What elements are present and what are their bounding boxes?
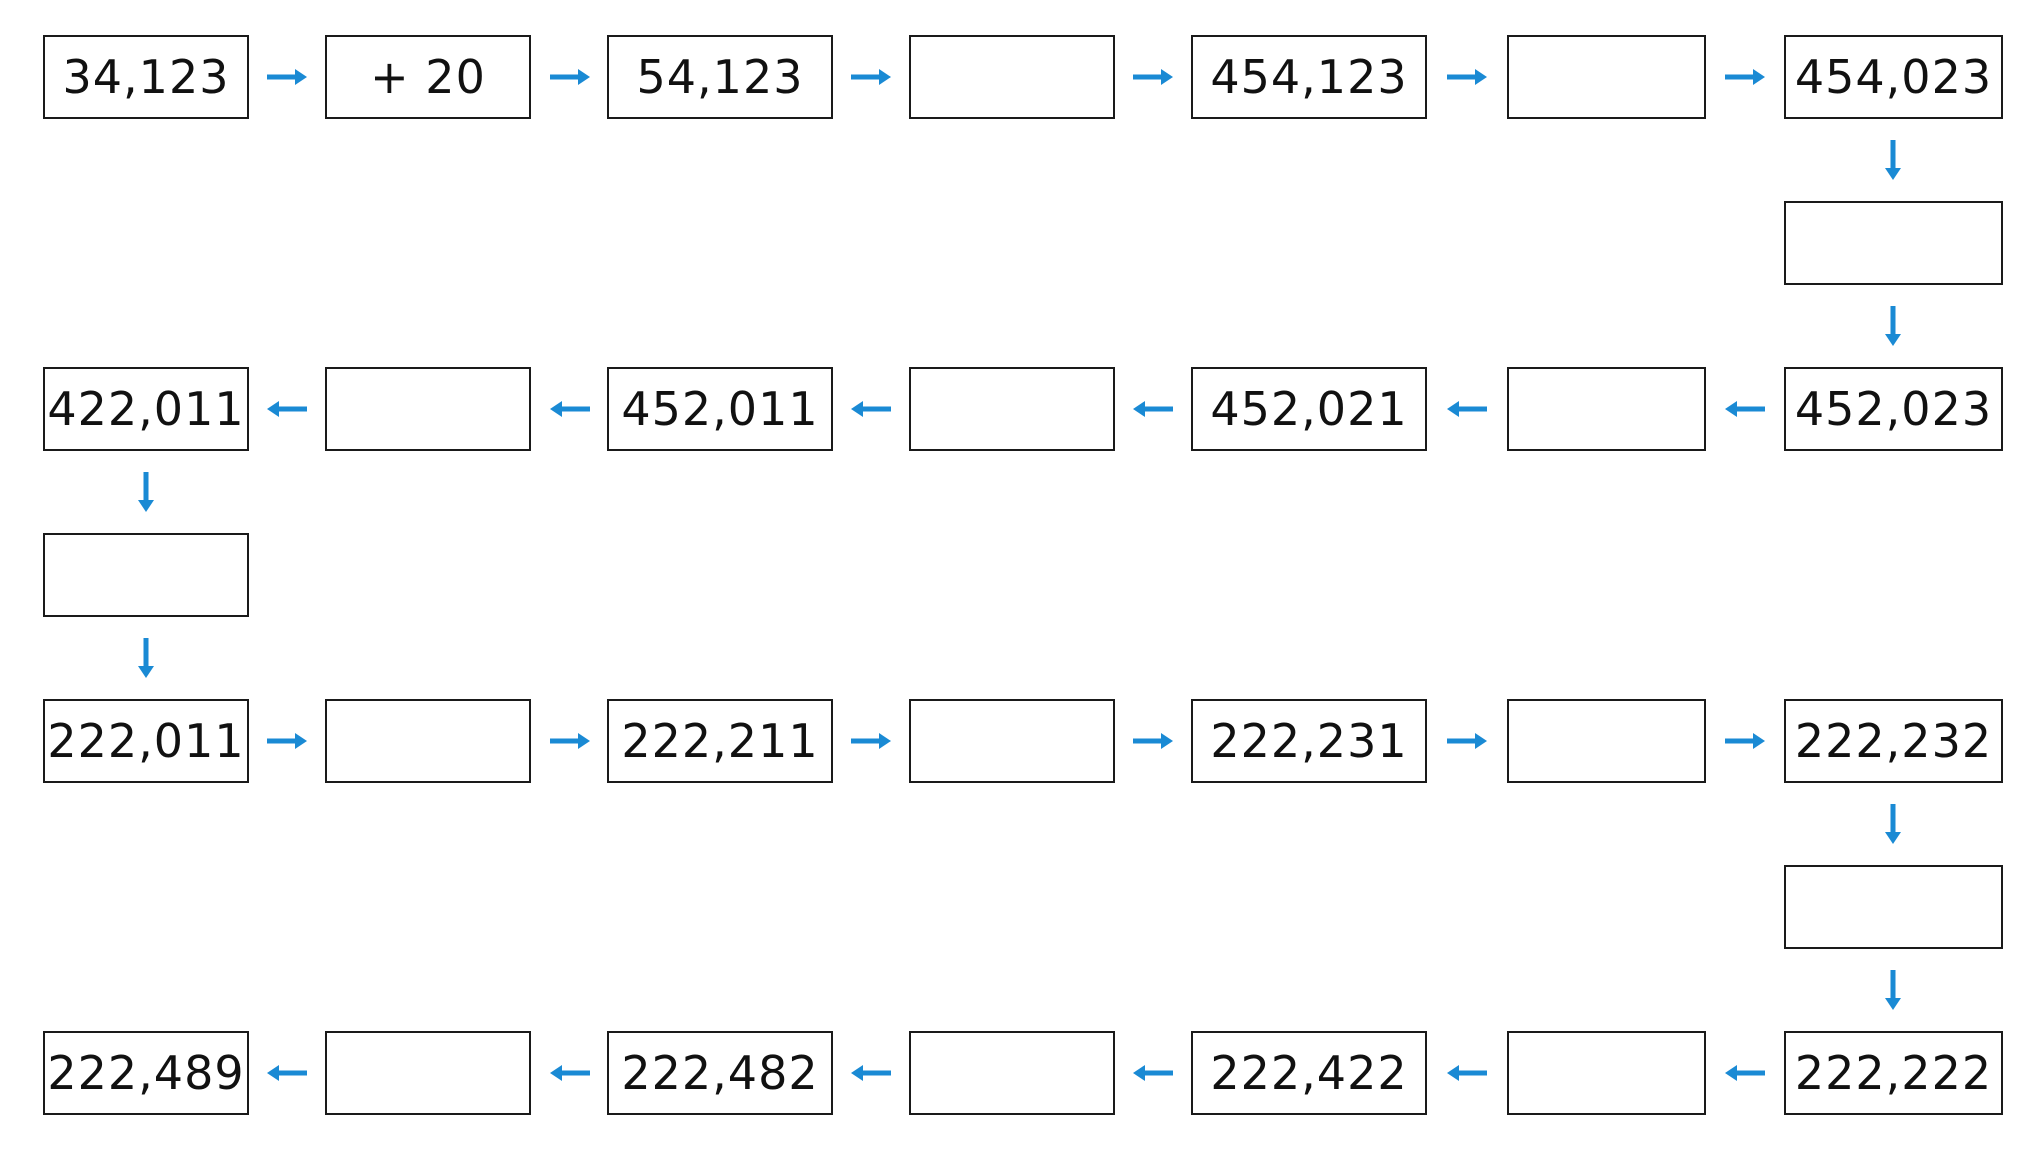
flow-box: 452,011 xyxy=(607,367,833,451)
flow-box: 454,123 xyxy=(1191,35,1427,119)
flow-box: + 20 xyxy=(325,35,531,119)
flow-box: 452,021 xyxy=(1191,367,1427,451)
arrow-left-icon xyxy=(1725,401,1765,417)
flow-box xyxy=(909,699,1115,783)
arrow-left-icon xyxy=(267,401,307,417)
flow-box xyxy=(1507,1031,1706,1115)
arrow-left-icon xyxy=(267,1065,307,1081)
flow-box xyxy=(909,1031,1115,1115)
arrow-right-icon xyxy=(550,733,590,749)
flow-box xyxy=(325,1031,531,1115)
arrow-left-icon xyxy=(851,1065,891,1081)
flow-box xyxy=(909,367,1115,451)
arrow-left-icon xyxy=(550,1065,590,1081)
arrow-left-icon xyxy=(851,401,891,417)
arrow-right-icon xyxy=(550,69,590,85)
flow-box xyxy=(909,35,1115,119)
flow-box xyxy=(325,367,531,451)
flow-box xyxy=(1507,367,1706,451)
arrow-down-icon xyxy=(138,638,154,678)
flow-box xyxy=(1784,201,2003,285)
flow-box xyxy=(325,699,531,783)
flow-box: 454,023 xyxy=(1784,35,2003,119)
arrow-right-icon xyxy=(1133,733,1173,749)
arrow-left-icon xyxy=(1447,401,1487,417)
flow-box: 222,011 xyxy=(43,699,249,783)
flow-box xyxy=(1784,865,2003,949)
flow-box: 422,011 xyxy=(43,367,249,451)
flow-box: 222,422 xyxy=(1191,1031,1427,1115)
flow-box: 222,211 xyxy=(607,699,833,783)
arrow-right-icon xyxy=(1447,733,1487,749)
arrow-right-icon xyxy=(267,69,307,85)
arrow-right-icon xyxy=(267,733,307,749)
flow-box xyxy=(1507,35,1706,119)
arrow-left-icon xyxy=(1725,1065,1765,1081)
arrow-right-icon xyxy=(1133,69,1173,85)
arrow-right-icon xyxy=(851,69,891,85)
flow-box xyxy=(1507,699,1706,783)
flow-box xyxy=(43,533,249,617)
arrow-down-icon xyxy=(1885,970,1901,1010)
flow-box: 222,482 xyxy=(607,1031,833,1115)
arrow-left-icon xyxy=(550,401,590,417)
flow-box: 452,023 xyxy=(1784,367,2003,451)
arrow-down-icon xyxy=(1885,306,1901,346)
arrow-right-icon xyxy=(1725,733,1765,749)
flow-box: 222,222 xyxy=(1784,1031,2003,1115)
arrow-down-icon xyxy=(1885,140,1901,180)
arrow-down-icon xyxy=(1885,804,1901,844)
arrow-left-icon xyxy=(1133,1065,1173,1081)
arrow-right-icon xyxy=(1725,69,1765,85)
arrow-left-icon xyxy=(1133,401,1173,417)
flow-box: 34,123 xyxy=(43,35,249,119)
arrow-right-icon xyxy=(1447,69,1487,85)
flow-box: 54,123 xyxy=(607,35,833,119)
arrow-left-icon xyxy=(1447,1065,1487,1081)
arrow-down-icon xyxy=(138,472,154,512)
arrow-right-icon xyxy=(851,733,891,749)
flow-box: 222,489 xyxy=(43,1031,249,1115)
flow-box: 222,231 xyxy=(1191,699,1427,783)
flow-box: 222,232 xyxy=(1784,699,2003,783)
